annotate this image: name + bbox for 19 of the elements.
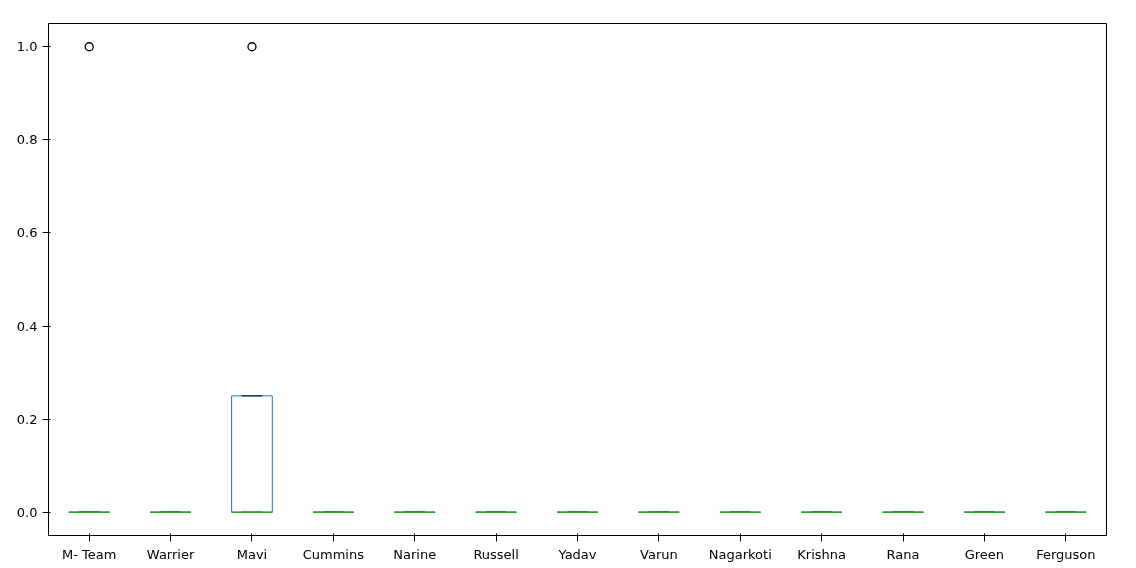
x-tick-label: Mavi [236, 546, 268, 562]
y-tick-label: 0.2 [16, 411, 38, 427]
x-tick-label: M- Team [61, 546, 117, 562]
x-tick-label: Ferguson [1036, 546, 1096, 562]
x-tick-label: Varun [640, 546, 678, 562]
y-tick-label: 1.0 [16, 39, 38, 55]
x-tick-label: Green [964, 546, 1005, 562]
y-tick-label: 0.6 [16, 225, 38, 241]
x-tick-label: Warrier [146, 546, 195, 562]
y-tick-label: 0.0 [16, 504, 38, 520]
x-tick-label: Russell [473, 546, 519, 562]
x-tick-label: Nagarkoti [708, 546, 772, 562]
x-tick-label: Narine [393, 546, 437, 562]
x-tick-label: Krishna [797, 546, 847, 562]
x-tick-label: Rana [886, 546, 920, 562]
y-tick-label: 0.8 [16, 132, 38, 148]
x-tick-label: Yadav [557, 546, 597, 562]
y-tick-label: 0.4 [16, 318, 38, 334]
x-tick-label: Cummins [302, 546, 365, 562]
